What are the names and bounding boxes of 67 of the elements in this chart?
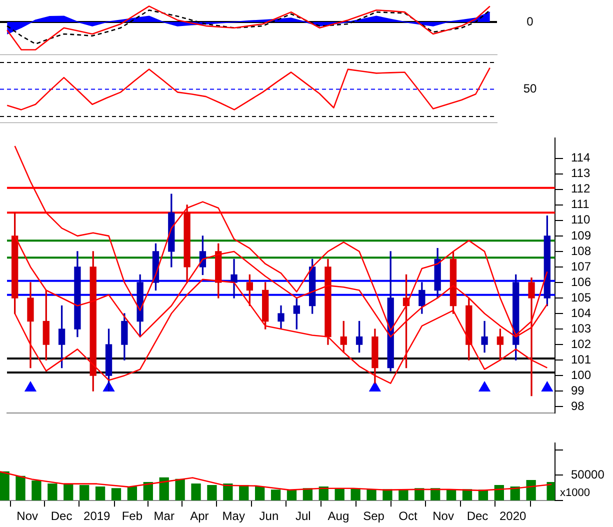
bar	[510, 486, 520, 500]
x-tick-label: Jul	[295, 509, 311, 524]
y-tick-label: 109	[571, 228, 592, 242]
bar	[207, 485, 217, 500]
bar	[270, 490, 281, 500]
y-tick-label: 110	[571, 212, 590, 227]
bar	[159, 477, 169, 500]
y-tick-label: 102	[571, 336, 592, 351]
y-tick-label: 114	[571, 150, 590, 165]
y-tick-label: 113	[571, 166, 590, 180]
bar	[127, 486, 138, 500]
bar	[350, 488, 360, 500]
bar	[191, 484, 201, 500]
x-tick-label: Nov	[432, 509, 454, 524]
x-tick-label: Aug	[328, 509, 350, 524]
x-tick-label: Jun	[259, 509, 279, 524]
x-tick-label: Apr	[190, 509, 209, 524]
bar	[175, 478, 185, 500]
bar	[366, 489, 376, 500]
y-tick-label: 101	[571, 352, 592, 366]
bar	[334, 488, 344, 500]
y-tick-label: 99	[571, 383, 585, 398]
y-tick-label: 105	[571, 290, 592, 304]
bar	[32, 480, 42, 500]
text: 50	[523, 82, 537, 96]
bar	[546, 482, 555, 500]
bar	[414, 488, 424, 500]
y-tick-label: 106	[571, 274, 592, 289]
x-tick-label: Feb	[122, 509, 143, 524]
y-tick-label: 50000	[571, 468, 605, 482]
text: 0	[526, 14, 534, 28]
bar	[446, 489, 456, 500]
bar	[318, 486, 328, 500]
y-tick-label: 100	[571, 368, 592, 382]
y-tick-label: 111	[571, 197, 590, 212]
y-tick-label: 108	[571, 244, 592, 258]
bar	[95, 486, 106, 500]
bar	[494, 485, 504, 500]
x-tick-label: Nov	[16, 509, 38, 524]
bar	[143, 482, 153, 500]
bar	[80, 485, 90, 500]
y-tick-label: 107	[571, 259, 592, 274]
bar	[223, 484, 233, 500]
bar	[430, 488, 440, 500]
x-tick-label: Mar	[154, 509, 174, 524]
bar	[111, 488, 122, 500]
y-tick-label: 104	[571, 306, 592, 320]
bar	[48, 484, 58, 500]
bar	[255, 486, 265, 500]
x-tick-label: 2020	[499, 509, 527, 524]
y-tick-label: 112	[571, 182, 590, 196]
bar	[239, 485, 249, 500]
x-tick-label: Dec	[50, 509, 72, 524]
bar	[462, 489, 472, 500]
bar	[0, 471, 10, 500]
bar	[64, 484, 74, 500]
bar	[16, 476, 26, 500]
text: x1000	[560, 487, 590, 500]
bar	[286, 490, 297, 500]
x-tick-label: Sep	[363, 509, 385, 524]
y-tick-label: 98	[571, 398, 585, 413]
x-tick-label: Dec	[466, 509, 488, 524]
x-tick-label: May	[222, 509, 245, 524]
y-tick-label: 103	[571, 321, 592, 336]
x-tick-label: Oct	[398, 509, 418, 524]
x-tick-label: 2019	[84, 509, 111, 524]
bar	[526, 480, 536, 500]
